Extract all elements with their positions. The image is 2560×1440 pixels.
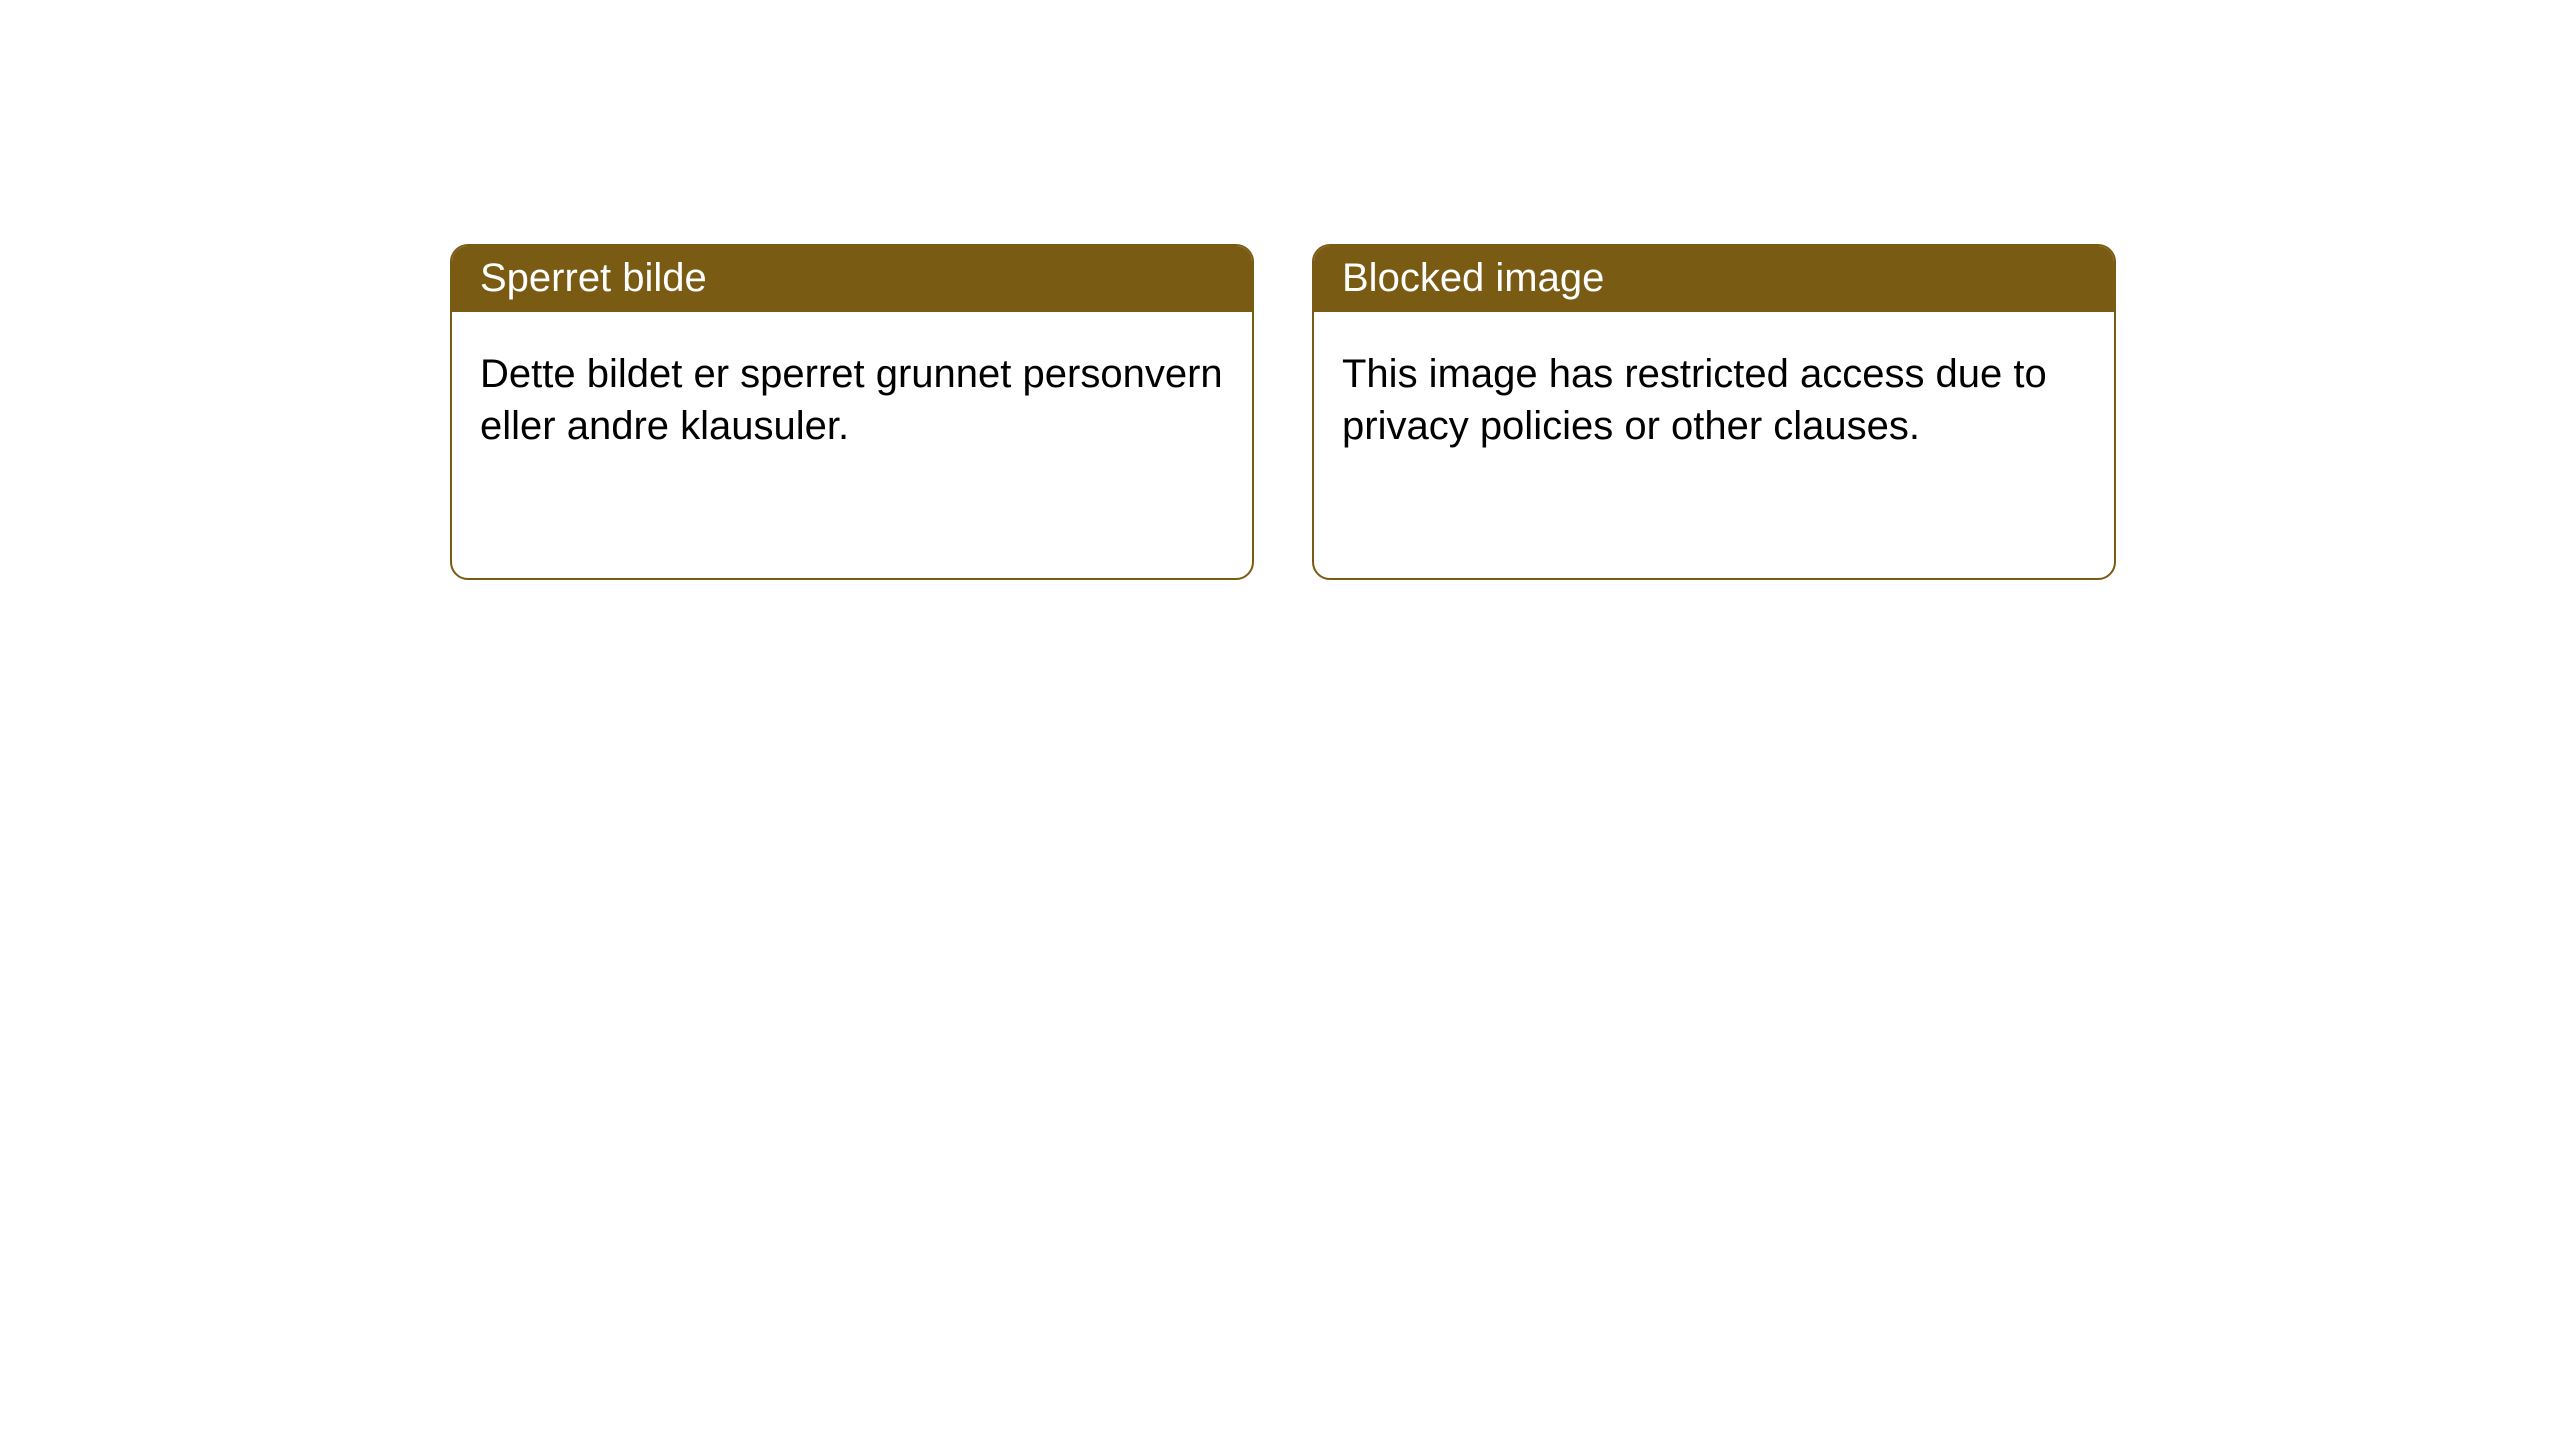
- blocked-image-card-no: Sperret bilde Dette bildet er sperret gr…: [450, 244, 1254, 580]
- blocked-image-card-en: Blocked image This image has restricted …: [1312, 244, 2116, 580]
- notice-cards-container: Sperret bilde Dette bildet er sperret gr…: [0, 0, 2560, 580]
- card-title-no: Sperret bilde: [452, 246, 1252, 312]
- card-body-no: Dette bildet er sperret grunnet personve…: [452, 312, 1252, 488]
- card-body-en: This image has restricted access due to …: [1314, 312, 2114, 488]
- card-title-en: Blocked image: [1314, 246, 2114, 312]
